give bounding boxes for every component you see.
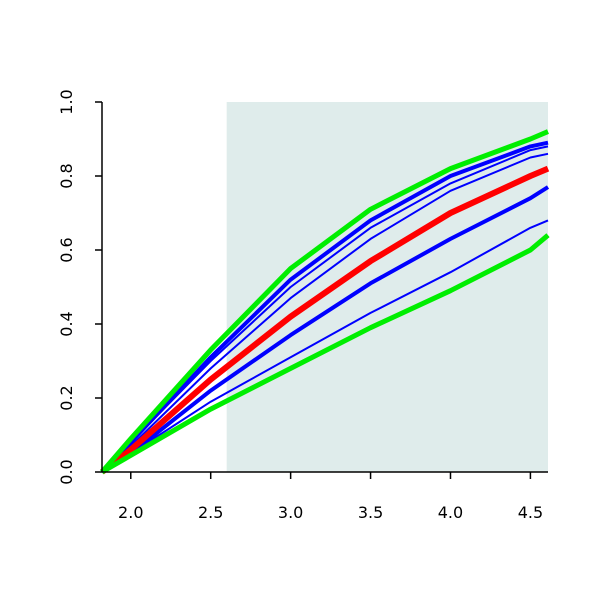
curve [100, 165, 550, 475]
curve [100, 129, 549, 474]
x-tick-label: 4.0 [438, 503, 463, 522]
y-tick-label: 0.4 [57, 311, 76, 336]
curve [100, 233, 550, 475]
x-tick-label: 3.0 [278, 503, 303, 522]
x-tick-label: 2.5 [198, 503, 223, 522]
y-tick-label: 1.0 [57, 89, 76, 114]
x-tick-label: 2.0 [118, 503, 143, 522]
curve [101, 145, 549, 473]
y-tick-label: 0.2 [57, 385, 76, 410]
x-tick-label: 3.5 [358, 503, 383, 522]
x-tick-label: 4.5 [518, 503, 543, 522]
y-tick-label: 0.8 [57, 163, 76, 188]
y-tick-label: 0.6 [57, 237, 76, 262]
y-tick-label: 0.0 [57, 459, 76, 484]
curve [100, 185, 550, 474]
curve [101, 152, 549, 473]
